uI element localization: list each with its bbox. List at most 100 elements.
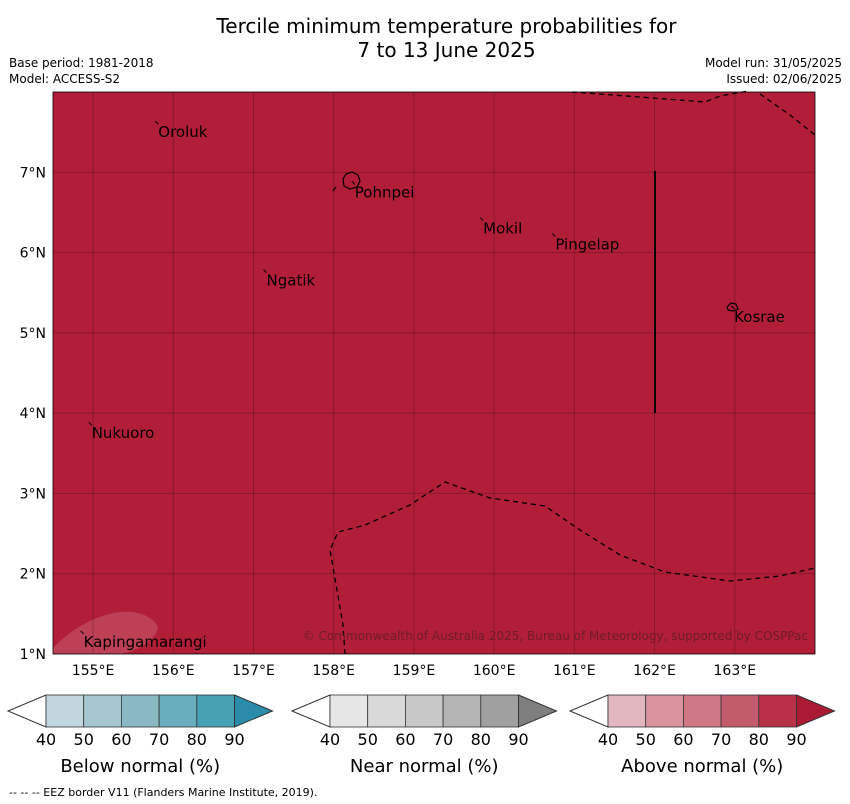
- colorbar-tick-label: 70: [433, 730, 453, 749]
- island-outlines: [332, 171, 739, 312]
- colorbar-swatch: [645, 694, 684, 728]
- colorbar-tick-label: 40: [36, 730, 56, 749]
- eez-borders: [329, 90, 816, 655]
- colorbar-swatch: [607, 694, 647, 728]
- colorbar-low-extension: [290, 694, 331, 728]
- colorbar-tick-label: 50: [74, 730, 94, 749]
- latitude-tick-label: 4°N: [20, 406, 46, 422]
- colorbar-low-extension: [568, 694, 609, 728]
- colorbar-tick-label: 50: [636, 730, 656, 749]
- place-marker: [154, 120, 159, 125]
- colorbar-high-extension: [518, 694, 558, 728]
- colorbar-tick-label: 90: [508, 730, 528, 749]
- title-line-1: Tercile minimum temperature probabilitie…: [216, 14, 677, 38]
- colorbar-tick-label: 80: [187, 730, 207, 749]
- longitude-tick-label: 163°E: [714, 663, 757, 679]
- run-info: Model run: 31/05/2025 Issued: 02/06/2025: [705, 55, 842, 87]
- latitude-tick-label: 3°N: [20, 486, 46, 502]
- eez-border-north: [571, 90, 749, 103]
- gridlines: [53, 92, 815, 654]
- copyright-notice: © Commonwealth of Australia 2025, Bureau…: [303, 629, 808, 643]
- place-marker: [88, 421, 93, 426]
- ant-atoll: [332, 186, 337, 192]
- colorbar-tick-label: 90: [786, 730, 806, 749]
- colorbar-high-extension: [796, 694, 836, 728]
- colorbar-swatch: [45, 694, 85, 728]
- colorbar-tick-label: 40: [598, 730, 618, 749]
- map-title: Tercile minimum temperature probabilitie…: [0, 14, 850, 62]
- colorbar-tick-label: 50: [358, 730, 378, 749]
- colorbar-tick-label: 80: [471, 730, 491, 749]
- kosrae-island: [726, 302, 739, 312]
- colorbar-swatch: [329, 694, 369, 728]
- place-label: Pingelap: [555, 236, 619, 254]
- place-label: Kapingamarangi: [84, 633, 207, 651]
- model-run: Model run: 31/05/2025: [704, 56, 842, 70]
- title-line-2: 7 to 13 June 2025: [357, 38, 536, 62]
- place-marker: [730, 305, 735, 310]
- longitude-tick-label: 162°E: [633, 663, 676, 679]
- place-labels: Oroluk Pohnpei Mokil Pingelap Ngatik Kosrae Nu…: [80, 120, 785, 651]
- colorbar-swatch: [404, 694, 444, 728]
- place-marker: [263, 269, 267, 273]
- place-label: Mokil: [483, 219, 522, 237]
- place-marker: [479, 217, 484, 221]
- latitude-tick-label: 7°N: [20, 165, 46, 181]
- eez-border-northeast: [759, 93, 816, 136]
- colorbar-swatch: [480, 694, 519, 728]
- place-label: Nukuoro: [92, 424, 155, 442]
- colorbar-tick-label: 60: [395, 730, 415, 749]
- issued-date: Issued: 02/06/2025: [726, 72, 842, 86]
- colorbar-tick-label: 40: [320, 730, 340, 749]
- latitude-tick-label: 6°N: [20, 246, 46, 262]
- map-background: [53, 92, 815, 654]
- colorbar-title: Above normal (%): [621, 756, 783, 777]
- colorbar-high-extension: [234, 694, 274, 728]
- colorbar-tick-label: 80: [749, 730, 769, 749]
- colorbar-tick-label: 60: [673, 730, 693, 749]
- eez-footnote: -- -- -- EEZ border V11 (Flanders Marine…: [9, 786, 318, 799]
- colorbar-low-extension: [6, 694, 47, 728]
- latitude-tick-label: 5°N: [20, 326, 46, 342]
- place-label: Oroluk: [158, 123, 207, 141]
- colorbar-swatch: [158, 694, 198, 728]
- place-label: Pohnpei: [355, 183, 415, 201]
- place-label: Kosrae: [734, 308, 785, 326]
- longitude-tick-label: 158°E: [312, 663, 355, 679]
- colorbar-swatch: [83, 694, 122, 728]
- colorbar-swatch: [121, 694, 160, 728]
- colorbar-swatch: [683, 694, 722, 728]
- latitude-tick-label: 1°N: [20, 647, 46, 663]
- latitude-tick-label: 2°N: [20, 567, 46, 583]
- longitude-tick-label: 157°E: [232, 663, 275, 679]
- map-area: Oroluk Pohnpei Mokil Pingelap Ngatik Kosrae Nu…: [52, 90, 816, 655]
- place-label: Ngatik: [267, 272, 316, 290]
- base-info: Base period: 1981-2018 Model: ACCESS-S2: [9, 55, 154, 87]
- longitude-tick-label: 161°E: [553, 663, 596, 679]
- colorbar-tick-label: 70: [149, 730, 169, 749]
- colorbar-legend: 40 50 60 70 80 90 Near normal (%): [290, 694, 558, 777]
- pohnpei-island: [342, 171, 361, 190]
- base-period: Base period: 1981-2018: [9, 56, 154, 70]
- longitude-tick-label: 156°E: [152, 663, 195, 679]
- lower-probability-patch: [53, 611, 158, 654]
- colorbar-swatch: [720, 694, 760, 728]
- colorbar-title: Near normal (%): [350, 756, 499, 777]
- colorbar-tick-label: 90: [224, 730, 244, 749]
- place-marker: [80, 630, 85, 635]
- model-name: Model: ACCESS-S2: [9, 72, 121, 86]
- colorbar-swatch: [758, 694, 797, 728]
- eez-border-south: [329, 481, 816, 655]
- longitude-tick-label: 159°E: [393, 663, 436, 679]
- colorbar-swatch: [196, 694, 235, 728]
- place-marker: [551, 233, 556, 237]
- place-marker: [351, 180, 356, 185]
- colorbar-tick-label: 60: [111, 730, 131, 749]
- axis-ticks: 155°E 156°E 157°E 158°E 159°E 160°E 161°E 162°E…: [20, 165, 756, 679]
- longitude-tick-label: 155°E: [72, 663, 115, 679]
- colorbar-title: Below normal (%): [60, 756, 220, 777]
- colorbar-tick-label: 70: [711, 730, 731, 749]
